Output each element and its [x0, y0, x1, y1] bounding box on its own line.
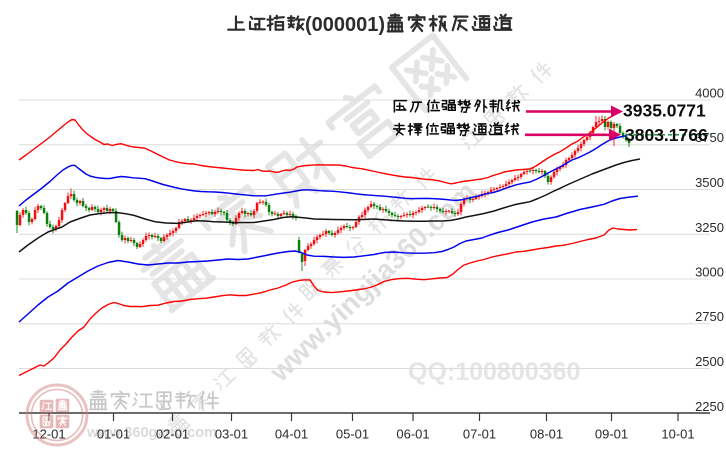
- svg-text:08-01: 08-01: [530, 427, 563, 442]
- svg-text:3935.0771: 3935.0771: [623, 101, 706, 121]
- svg-text:02-01: 02-01: [156, 427, 189, 442]
- svg-text:2250: 2250: [695, 399, 724, 414]
- svg-text:3250: 3250: [695, 220, 724, 235]
- svg-text:4000: 4000: [695, 86, 724, 101]
- svg-text:QQ:100800360: QQ:100800360: [408, 358, 580, 386]
- svg-text:03-01: 03-01: [215, 427, 248, 442]
- svg-text:06-01: 06-01: [396, 427, 429, 442]
- svg-text:3750: 3750: [695, 130, 724, 145]
- svg-text:01-01: 01-01: [97, 427, 130, 442]
- svg-text:3803.1766: 3803.1766: [625, 125, 708, 145]
- svg-text:10-01: 10-01: [661, 427, 694, 442]
- svg-text:(000001): (000001): [305, 14, 385, 36]
- svg-text:3500: 3500: [695, 175, 724, 190]
- svg-text:2500: 2500: [695, 354, 724, 369]
- svg-text:09-01: 09-01: [595, 427, 628, 442]
- svg-text:04-01: 04-01: [275, 427, 308, 442]
- svg-text:07-01: 07-01: [463, 427, 496, 442]
- svg-text:12-01: 12-01: [32, 427, 65, 442]
- svg-text:3000: 3000: [695, 265, 724, 280]
- svg-text:05-01: 05-01: [336, 427, 369, 442]
- svg-text:www.360gann.com: www.360gann.com: [86, 425, 217, 441]
- svg-text:2750: 2750: [695, 309, 724, 324]
